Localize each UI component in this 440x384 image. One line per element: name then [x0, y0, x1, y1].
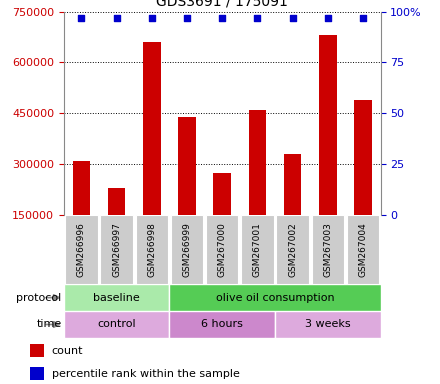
Bar: [169, 284, 381, 311]
Point: [359, 15, 367, 21]
Point: [289, 15, 296, 21]
Bar: [319, 35, 337, 215]
Text: percentile rank within the sample: percentile rank within the sample: [52, 369, 239, 379]
Point: [183, 15, 191, 21]
Bar: [30, 367, 44, 380]
Point: [113, 15, 120, 21]
Text: GSM267003: GSM267003: [323, 222, 332, 277]
Text: GSM266997: GSM266997: [112, 222, 121, 277]
Text: 3 weeks: 3 weeks: [305, 319, 351, 329]
Text: GSM266996: GSM266996: [77, 222, 86, 277]
Text: protocol: protocol: [16, 293, 62, 303]
Bar: [108, 188, 125, 215]
Point: [78, 15, 85, 21]
Bar: [143, 42, 161, 215]
Text: GSM267000: GSM267000: [218, 222, 227, 277]
Bar: [171, 215, 203, 284]
Bar: [312, 215, 344, 284]
Bar: [30, 344, 44, 357]
Text: olive oil consumption: olive oil consumption: [216, 293, 334, 303]
Bar: [241, 215, 274, 284]
Bar: [73, 161, 90, 215]
Text: 6 hours: 6 hours: [201, 319, 243, 329]
Bar: [213, 173, 231, 215]
Text: baseline: baseline: [93, 293, 140, 303]
Bar: [275, 311, 381, 338]
Bar: [276, 215, 309, 284]
Bar: [284, 154, 301, 215]
Text: time: time: [37, 319, 62, 329]
Point: [324, 15, 331, 21]
Text: GSM267004: GSM267004: [359, 222, 367, 277]
Point: [148, 15, 155, 21]
Text: GSM266999: GSM266999: [183, 222, 191, 277]
Bar: [136, 215, 168, 284]
Bar: [178, 117, 196, 215]
Bar: [169, 311, 275, 338]
Bar: [65, 215, 98, 284]
Bar: [100, 215, 133, 284]
Text: control: control: [97, 319, 136, 329]
Bar: [206, 215, 238, 284]
Bar: [64, 284, 169, 311]
Title: GDS3691 / 175091: GDS3691 / 175091: [156, 0, 288, 9]
Point: [254, 15, 261, 21]
Text: GSM267002: GSM267002: [288, 222, 297, 277]
Bar: [249, 110, 266, 215]
Bar: [64, 311, 169, 338]
Text: GSM266998: GSM266998: [147, 222, 156, 277]
Text: count: count: [52, 346, 83, 356]
Text: GSM267001: GSM267001: [253, 222, 262, 277]
Point: [219, 15, 226, 21]
Bar: [347, 215, 379, 284]
Bar: [354, 100, 372, 215]
